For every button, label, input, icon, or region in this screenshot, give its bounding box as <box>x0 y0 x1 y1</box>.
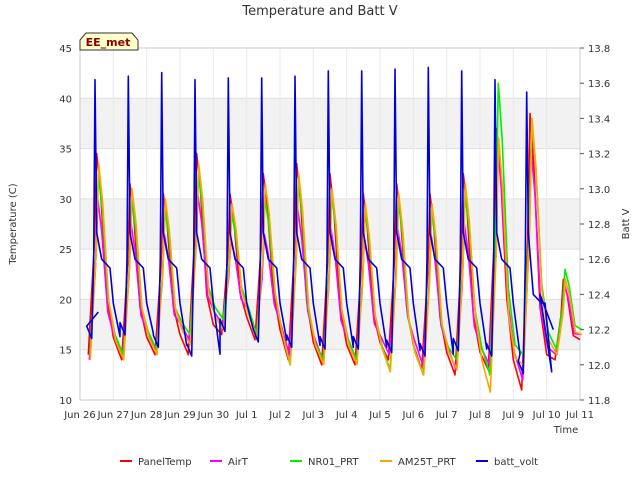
y-tick-label-6: 40 <box>59 94 72 105</box>
band-0 <box>80 299 580 350</box>
legend: PanelTemp AirT NR01_PRT AM25T_PRT batt_volt <box>120 457 538 468</box>
y2-axis-label: Batt V <box>621 208 632 239</box>
y-axis-label: Temperature (C) <box>8 183 19 265</box>
y2-tick-label-3: 12.4 <box>588 290 610 301</box>
x-tick-label-11: Jul 7 <box>435 410 458 421</box>
legend-label-4: batt_volt <box>494 457 538 468</box>
station-badge-label: EE_met <box>86 36 131 49</box>
y-tick-label-5: 35 <box>59 145 72 156</box>
x-tick-label-13: Jul 9 <box>502 410 525 421</box>
x-tick-label-4: Jun 30 <box>197 410 230 421</box>
x-tick-label-0: Jun 26 <box>63 410 96 421</box>
y2-tick-label-6: 13.0 <box>588 185 610 196</box>
y-tick-label-1: 15 <box>59 346 72 357</box>
y2-tick-label-10: 13.8 <box>588 44 610 55</box>
y2-tick-label-8: 13.4 <box>588 114 610 125</box>
legend-label-0: PanelTemp <box>138 457 192 468</box>
chart-title: Temperature and Batt V <box>241 4 397 19</box>
y2-tick-label-5: 12.8 <box>588 220 610 231</box>
y2-tick-label-9: 13.6 <box>588 79 610 90</box>
band-2 <box>80 98 580 149</box>
series-line-batt-volt <box>85 66 555 375</box>
y-tick-label-7: 45 <box>59 44 72 55</box>
x-tick-label-10: Jul 6 <box>402 410 425 421</box>
y-tick-label-4: 30 <box>59 195 72 206</box>
y2-tick-label-2: 12.2 <box>588 326 610 337</box>
y-tick-label-3: 25 <box>59 245 72 256</box>
series-layer <box>85 66 583 393</box>
x-tick-label-6: Jul 2 <box>268 410 291 421</box>
y2-tick-label-1: 12.0 <box>588 361 610 372</box>
x-tick-label-9: Jul 5 <box>368 410 391 421</box>
y2-tick-label-4: 12.6 <box>588 255 610 266</box>
x-tick-label-12: Jul 8 <box>468 410 491 421</box>
legend-label-2: NR01_PRT <box>308 457 359 468</box>
series-line-am25t-prt <box>89 117 583 393</box>
x-tick-label-8: Jul 4 <box>335 410 358 421</box>
y-tick-label-2: 20 <box>59 295 72 306</box>
x-tick-label-3: Jun 29 <box>163 410 196 421</box>
x-tick-label-14: Jul 10 <box>532 410 561 421</box>
x-tick-label-2: Jun 28 <box>130 410 163 421</box>
legend-label-3: AM25T_PRT <box>398 457 457 468</box>
x-tick-label-1: Jun 27 <box>97 410 130 421</box>
station-badge: EE_met <box>79 32 139 51</box>
x-tick-label-7: Jul 3 <box>302 410 325 421</box>
station-badge-box <box>79 32 139 51</box>
x-tick-label-5: Jul 1 <box>235 410 258 421</box>
legend-label-1: AirT <box>228 457 249 468</box>
x-axis-label: Time <box>553 425 578 436</box>
x-tick-label-15: Jul 11 <box>565 410 594 421</box>
y-tick-label-0: 10 <box>59 396 72 407</box>
y2-tick-label-7: 13.2 <box>588 150 610 161</box>
axes: 10 15 20 25 30 35 40 45 Jun 26 Jun 27 Jun 28 Jun 29… <box>59 44 610 421</box>
y2-tick-label-0: 11.8 <box>588 396 610 407</box>
